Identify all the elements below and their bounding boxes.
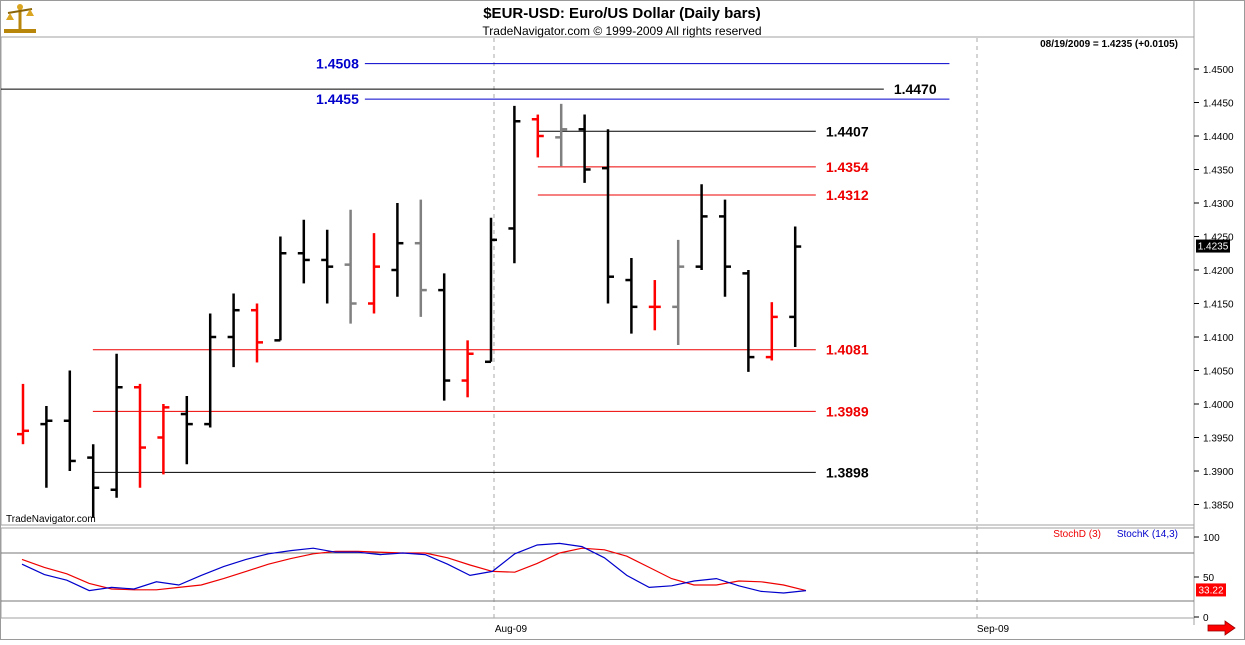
ohlc-bar	[344, 209, 357, 324]
legend-stochd: StochD (3)	[1053, 529, 1101, 540]
y-tick-label: 1.4050	[1203, 367, 1234, 378]
ohlc-bar	[134, 383, 146, 488]
ohlc-bar	[321, 229, 334, 304]
y-tick-label: 1.4400	[1203, 132, 1234, 143]
stochastic-lines	[21, 542, 807, 594]
y-tick-label: 1.4500	[1203, 65, 1234, 76]
ohlc-bar	[297, 219, 310, 284]
level-label: 1.4312	[826, 187, 869, 203]
x-tick-label-sep: Sep-09	[977, 624, 1010, 635]
ohlc-bar	[765, 302, 778, 361]
tradenavigator-logo	[4, 4, 36, 33]
level-label: 1.4455	[316, 91, 359, 107]
ohlc-bar	[204, 313, 217, 428]
y-tick-label: 1.4450	[1203, 99, 1234, 110]
ohlc-bar	[485, 217, 497, 364]
watermark: TradeNavigator.com	[6, 514, 96, 525]
y-tick-label: 1.4200	[1203, 266, 1234, 277]
stoch-y-tick-label: 50	[1203, 573, 1215, 584]
stoch-axis: 100 50 0	[1194, 533, 1220, 624]
ohlc-bar	[625, 257, 638, 334]
y-tick-label: 1.4250	[1203, 233, 1234, 244]
chart-title: $EUR-USD: Euro/US Dollar (Daily bars)	[483, 5, 761, 22]
legend-stochk: StochK (14,3)	[1117, 529, 1178, 540]
last-price-tag: 1.4235	[1196, 239, 1230, 253]
ohlc-bar	[110, 353, 123, 498]
ohlc-bar	[368, 233, 380, 314]
scroll-right-arrow-icon[interactable]	[1207, 620, 1236, 636]
ohlc-bar	[695, 184, 708, 270]
ohlc-bar	[648, 280, 661, 331]
stoch-last-value-label: 33.22	[1198, 585, 1223, 596]
y-tick-label: 1.4300	[1203, 199, 1234, 210]
ohlc-bar	[17, 383, 29, 445]
support-resistance-levels: 1.4508 1.4470 1.4455 1.4407 1.4354 1.4312 1.40…	[1, 56, 950, 480]
ohlc-bar	[251, 303, 263, 363]
ohlc-bar	[414, 199, 427, 317]
level-label: 1.4407	[826, 123, 869, 139]
y-tick-label: 1.4000	[1203, 400, 1234, 411]
ohlc-bar	[789, 226, 802, 348]
stoch-y-tick-label: 100	[1203, 533, 1220, 544]
y-tick-label: 1.4100	[1203, 333, 1234, 344]
ohlc-bar	[555, 103, 568, 167]
level-label: 1.3989	[826, 403, 869, 419]
ohlc-bar	[508, 105, 521, 264]
level-label: 1.3898	[826, 464, 869, 480]
chart-subtitle: TradeNavigator.com © 1999-2009 All right…	[482, 24, 761, 38]
last-price-label: 1.4235	[1198, 242, 1229, 253]
ohlc-bar	[87, 444, 100, 518]
stoch-last-value-tag: 33.22	[1196, 583, 1226, 597]
ohlc-bar	[180, 395, 193, 465]
stoch-y-tick-label: 0	[1203, 613, 1209, 624]
level-label: 1.4470	[894, 81, 937, 97]
ohlc-bar	[391, 203, 404, 297]
price-axis: 1.3850 1.3900 1.3950 1.4000 1.4050 1.4100 1.41…	[1194, 65, 1234, 512]
ohlc-bar	[719, 199, 731, 297]
ohlc-bar	[578, 114, 591, 183]
stoch-series-line	[21, 547, 807, 592]
ohlc-bar	[63, 370, 76, 471]
ohlc-bar	[602, 129, 614, 304]
ohlc-bar	[227, 293, 240, 368]
y-tick-label: 1.3850	[1203, 501, 1234, 512]
y-tick-label: 1.3950	[1203, 434, 1234, 445]
ohlc-bar	[531, 114, 544, 158]
level-label: 1.4508	[316, 56, 359, 72]
ohlc-bar	[157, 404, 170, 475]
ohlc-bar	[461, 340, 474, 398]
stoch-reference-lines	[1, 552, 1194, 602]
ohlc-bar	[438, 273, 451, 401]
stoch-series-line	[21, 542, 807, 594]
y-tick-label: 1.4150	[1203, 300, 1234, 311]
y-tick-label: 1.3900	[1203, 467, 1234, 478]
last-quote-readout: 08/19/2009 = 1.4235 (+0.0105)	[1040, 39, 1178, 50]
level-label: 1.4081	[826, 342, 869, 358]
price-bars	[17, 103, 802, 518]
ohlc-bar	[40, 406, 53, 488]
ohlc-bar	[274, 236, 287, 342]
level-label: 1.4354	[826, 159, 869, 175]
y-tick-label: 1.4350	[1203, 166, 1234, 177]
ohlc-bar	[672, 239, 685, 346]
ohlc-bar	[742, 270, 755, 372]
x-tick-label-aug: Aug-09	[495, 624, 528, 635]
